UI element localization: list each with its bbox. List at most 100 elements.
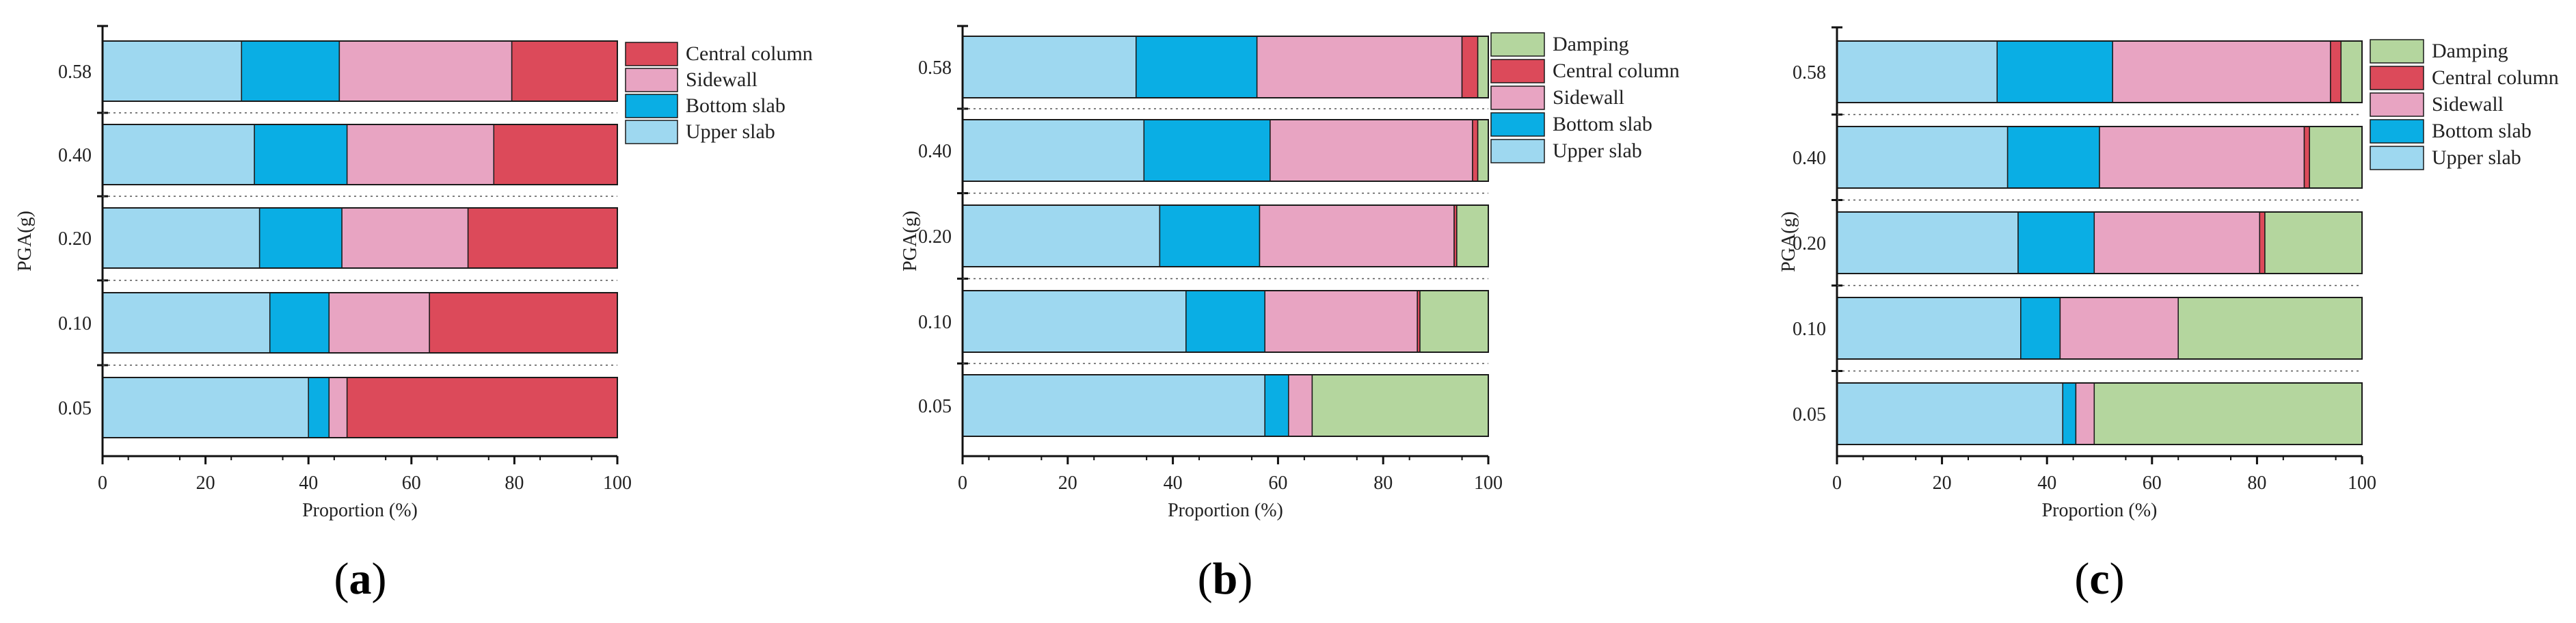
bar-central-column-0-58 xyxy=(2330,40,2342,103)
legend-label-bottom-slab: Bottom slab xyxy=(2432,120,2532,142)
x-tick-label-80: 80 xyxy=(505,473,524,494)
bar-sidewall-0-40 xyxy=(346,124,495,185)
bar-sidewall-0-10 xyxy=(1264,290,1418,353)
x-axis-title: Proportion (%) xyxy=(2042,500,2158,521)
y-tick-label-0-05: 0.05 xyxy=(918,396,952,417)
bar-bottom-slab-0-40 xyxy=(254,124,348,185)
y-tick-label-0-58: 0.58 xyxy=(918,57,952,79)
bar-damping-0-58 xyxy=(1477,36,1489,98)
x-tick-label-0: 0 xyxy=(958,473,967,494)
bar-damping-0-10 xyxy=(2177,297,2363,360)
bar-central-column-0-20 xyxy=(467,207,618,269)
x-tick-label-60: 60 xyxy=(1268,473,1287,494)
bar-upper-slab-0-10 xyxy=(102,292,271,354)
bar-bottom-slab-0-10 xyxy=(269,292,330,354)
legend-label-bottom-slab: Bottom slab xyxy=(686,94,786,117)
bar-sidewall-0-58 xyxy=(2112,40,2331,103)
legend-swatch-central-column xyxy=(2370,66,2424,90)
bar-upper-slab-0-20 xyxy=(102,207,260,269)
legend-label-damping: Damping xyxy=(2432,40,2508,62)
bar-bottom-slab-0-10 xyxy=(2020,297,2061,360)
legend-label-central-column: Central column xyxy=(1553,59,1680,82)
x-tick-label-0: 0 xyxy=(98,473,107,494)
x-tick-label-20: 20 xyxy=(196,473,215,494)
bar-damping-0-20 xyxy=(2264,211,2363,274)
legend-label-central-column: Central column xyxy=(686,42,813,65)
y-tick-label-0-20: 0.20 xyxy=(1793,233,1826,254)
legend: Central column Sidewall Bottom slab Upper s… xyxy=(625,42,813,144)
x-tick-label-100: 100 xyxy=(603,473,632,494)
bar-upper-slab-0-10 xyxy=(1836,297,2022,360)
y-tick-label-0-10: 0.10 xyxy=(58,313,92,334)
x-tick-label-0: 0 xyxy=(1832,473,1842,494)
legend-label-bottom-slab: Bottom slab xyxy=(1553,113,1652,135)
x-tick-label-20: 20 xyxy=(1058,473,1077,494)
bar-bottom-slab-0-20 xyxy=(2017,211,2095,274)
bar-central-column-0-58 xyxy=(1461,36,1479,98)
y-axis-title: PGA(g) xyxy=(1778,211,1799,272)
bar-damping-0-40 xyxy=(1477,119,1489,182)
bar-upper-slab-0-58 xyxy=(102,40,243,102)
bar-bottom-slab-0-05 xyxy=(1264,374,1289,437)
y-tick-label-0-05: 0.05 xyxy=(1793,404,1826,425)
x-tick-label-20: 20 xyxy=(1933,473,1952,494)
bar-damping-0-40 xyxy=(2309,126,2363,189)
x-tick-label-100: 100 xyxy=(2348,473,2376,494)
y-tick-label-0-40: 0.40 xyxy=(58,145,92,166)
bar-bottom-slab-0-40 xyxy=(2007,126,2100,189)
bar-upper-slab-0-05 xyxy=(962,374,1265,437)
bar-upper-slab-0-10 xyxy=(962,290,1187,353)
chart-panel-b: 0.58 0.40 0.20 0.10 0.05 0 20 40 60 80 100 Proporti… xyxy=(900,25,1680,604)
bar-bottom-slab-0-58 xyxy=(241,40,340,102)
bar-bottom-slab-0-20 xyxy=(258,207,343,269)
y-tick-label-0-05: 0.05 xyxy=(58,398,92,419)
bar-sidewall-0-20 xyxy=(1259,204,1455,267)
x-axis-title: Proportion (%) xyxy=(1168,500,1283,521)
bar-damping-0-05 xyxy=(2093,382,2363,445)
bar-sidewall-0-58 xyxy=(338,40,513,102)
x-tick-label-100: 100 xyxy=(1474,473,1503,494)
chart-panel-a: 0.58 0.40 0.20 0.10 0.05 0 20 40 60 80 100 Proporti… xyxy=(14,25,813,604)
legend-label-upper-slab: Upper slab xyxy=(686,120,775,143)
bar-sidewall-0-40 xyxy=(1270,119,1473,182)
bar-upper-slab-0-40 xyxy=(962,119,1145,182)
bar-sidewall-0-40 xyxy=(2099,126,2305,189)
bar-damping-0-20 xyxy=(1456,204,1489,267)
bar-damping-0-05 xyxy=(1311,374,1489,437)
bar-sidewall-0-10 xyxy=(328,292,430,354)
legend-swatch-damping xyxy=(1490,32,1545,57)
x-tick-label-40: 40 xyxy=(2037,473,2056,494)
legend-swatch-central-column xyxy=(1490,59,1545,83)
bar-bottom-slab-0-58 xyxy=(1136,36,1258,98)
legend-label-upper-slab: Upper slab xyxy=(2432,146,2521,169)
bar-sidewall-0-10 xyxy=(2059,297,2179,360)
panel-label-c: (c) xyxy=(2074,554,2124,604)
y-tick-label-0-10: 0.10 xyxy=(918,312,952,333)
legend: Damping Central column Sidewall Bottom slab… xyxy=(1490,32,1680,163)
legend-swatch-bottom-slab xyxy=(625,94,678,118)
legend-swatch-upper-slab xyxy=(1490,139,1545,163)
panel-label-a: (a) xyxy=(334,554,387,604)
bar-upper-slab-0-05 xyxy=(1836,382,2063,445)
legend-label-damping: Damping xyxy=(1553,33,1629,55)
y-tick-label-0-40: 0.40 xyxy=(1793,148,1826,169)
legend-swatch-bottom-slab xyxy=(1490,112,1545,137)
bar-central-column-0-10 xyxy=(429,292,618,354)
panel-label-b: (b) xyxy=(1198,554,1253,604)
legend-label-sidewall: Sidewall xyxy=(2432,93,2504,116)
bar-sidewall-0-05 xyxy=(2075,382,2095,445)
bar-upper-slab-0-40 xyxy=(102,124,255,185)
y-tick-label-0-58: 0.58 xyxy=(1793,62,1826,83)
bar-central-column-0-40 xyxy=(493,124,618,185)
x-tick-label-80: 80 xyxy=(1373,473,1393,494)
bar-bottom-slab-0-40 xyxy=(1143,119,1271,182)
bar-upper-slab-0-20 xyxy=(1836,211,2019,274)
bar-central-column-0-05 xyxy=(346,377,618,438)
y-tick-label-0-20: 0.20 xyxy=(58,228,92,250)
legend: Damping Central column Sidewall Bottom slab… xyxy=(2370,39,2559,170)
bar-sidewall-0-20 xyxy=(2093,211,2260,274)
bar-bottom-slab-0-20 xyxy=(1159,204,1261,267)
bar-bottom-slab-0-05 xyxy=(2062,382,2077,445)
legend-swatch-sidewall xyxy=(625,68,678,92)
